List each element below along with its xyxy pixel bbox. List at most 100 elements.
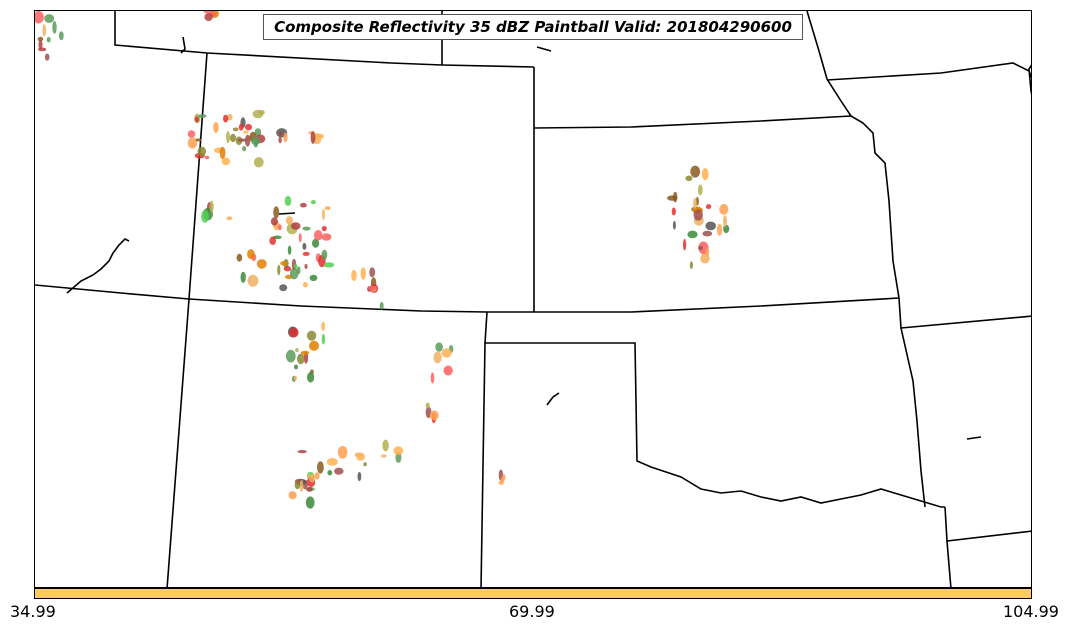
paintball-blob <box>270 217 278 226</box>
paintball-blob <box>194 116 199 123</box>
paintball-blob <box>334 467 344 475</box>
paintball-blob <box>673 191 678 203</box>
paintball-blob <box>369 267 376 278</box>
map-panel <box>34 10 1032 588</box>
map-canvas <box>35 11 1031 587</box>
paintball-blob <box>306 487 313 492</box>
paintball-blob <box>302 251 310 256</box>
paintball-blob <box>289 327 299 338</box>
state-border-ia-mo <box>826 62 1031 81</box>
paintball-blob <box>683 238 687 251</box>
paintball-blob <box>327 470 333 476</box>
paintball-blob <box>294 364 298 370</box>
paintball-blob <box>273 206 280 219</box>
paintball-blob <box>187 130 196 138</box>
paintball-blob <box>213 122 219 133</box>
paintball-blob <box>321 333 326 345</box>
paintball-blob <box>201 210 209 223</box>
paintball-blob <box>204 155 210 160</box>
state-border-ne-ks <box>533 67 852 129</box>
paintball-blob <box>58 31 64 41</box>
paintball-blob <box>226 131 230 144</box>
paintball-blob <box>310 200 316 205</box>
paintball-blob <box>247 274 259 287</box>
paintball-blob <box>322 208 325 221</box>
lake-small-1 <box>278 212 296 215</box>
paintball-blob <box>357 471 362 482</box>
paintball-blob <box>227 113 233 121</box>
paintball-blob <box>701 168 709 181</box>
paintball-blob <box>298 233 302 243</box>
lake-great-salt <box>66 238 130 294</box>
state-border-co-ne <box>188 52 208 300</box>
paintball-blob <box>310 131 316 144</box>
paintball-blob <box>307 372 315 383</box>
colorbar-tick-min: 34.99 <box>10 602 56 621</box>
paintball-blob <box>35 11 44 24</box>
paintball-blob <box>230 133 236 143</box>
paintball-blob <box>238 123 244 131</box>
paintball-blob <box>312 238 320 248</box>
paintball-blob <box>278 136 282 144</box>
paintball-blob <box>705 204 712 210</box>
lake-small-3 <box>180 36 186 54</box>
paintball-blob <box>435 342 443 352</box>
paintball-blob <box>719 203 729 215</box>
paintball-blob <box>223 114 229 123</box>
colorbar-tick-mid: 69.99 <box>509 602 555 621</box>
paintball-blob <box>294 263 298 269</box>
paintball-blob <box>429 410 439 421</box>
paintball-blob <box>38 47 47 52</box>
paintball-blob <box>393 446 404 455</box>
paintball-blob <box>723 215 727 227</box>
paintball-blob <box>302 282 308 288</box>
lake-small-5 <box>966 436 982 440</box>
state-border-ok-panhandle <box>484 311 945 508</box>
paintball-blob <box>693 209 703 221</box>
paintball-blob <box>502 474 506 481</box>
reflectivity-paintballs <box>35 11 730 509</box>
paintball-blob <box>44 53 50 61</box>
colorbar-tick-max: 104.99 <box>1003 602 1059 621</box>
paintball-blob <box>693 197 697 209</box>
state-border-ar-mo <box>900 315 1031 329</box>
paintball-blob <box>219 146 226 160</box>
paintball-blob <box>302 226 311 231</box>
paintball-blob <box>197 146 207 157</box>
state-border-tx-ok-south <box>946 540 952 587</box>
paintball-blob <box>294 375 297 381</box>
paintball-blob <box>337 445 348 459</box>
paintball-blob <box>291 222 301 230</box>
paintball-blob <box>297 353 305 365</box>
paintball-blob <box>300 202 307 208</box>
paintball-blob <box>294 481 301 490</box>
paintball-blob <box>243 130 249 134</box>
paintball-blob <box>687 230 698 239</box>
paintball-blob <box>671 207 676 216</box>
paintball-blob <box>285 216 294 225</box>
paintball-blob <box>702 230 713 237</box>
paintball-blob <box>356 452 365 461</box>
paintball-blob <box>283 132 288 143</box>
paintball-blob <box>37 36 44 42</box>
paintball-blob <box>321 321 326 331</box>
paintball-blob <box>242 146 247 152</box>
map-title: Composite Reflectivity 35 dBZ Paintball … <box>263 14 803 40</box>
paintball-blob <box>363 462 367 467</box>
paintball-blob <box>284 195 292 207</box>
paintball-blob <box>288 491 297 500</box>
paintball-blob <box>309 340 319 351</box>
paintball-blob <box>209 200 214 213</box>
paintball-blob <box>443 365 453 376</box>
paintball-blob <box>326 458 338 466</box>
paintball-blob <box>705 221 716 231</box>
paintball-blob <box>299 480 304 492</box>
paintball-blob <box>705 248 710 256</box>
paintball-blob <box>309 474 316 483</box>
paintball-blob <box>498 480 504 485</box>
paintball-blob <box>253 157 264 168</box>
paintball-blob <box>441 348 452 358</box>
paintball-blob <box>254 128 262 137</box>
state-border-az-nm <box>166 298 190 587</box>
paintball-blob <box>300 350 310 355</box>
